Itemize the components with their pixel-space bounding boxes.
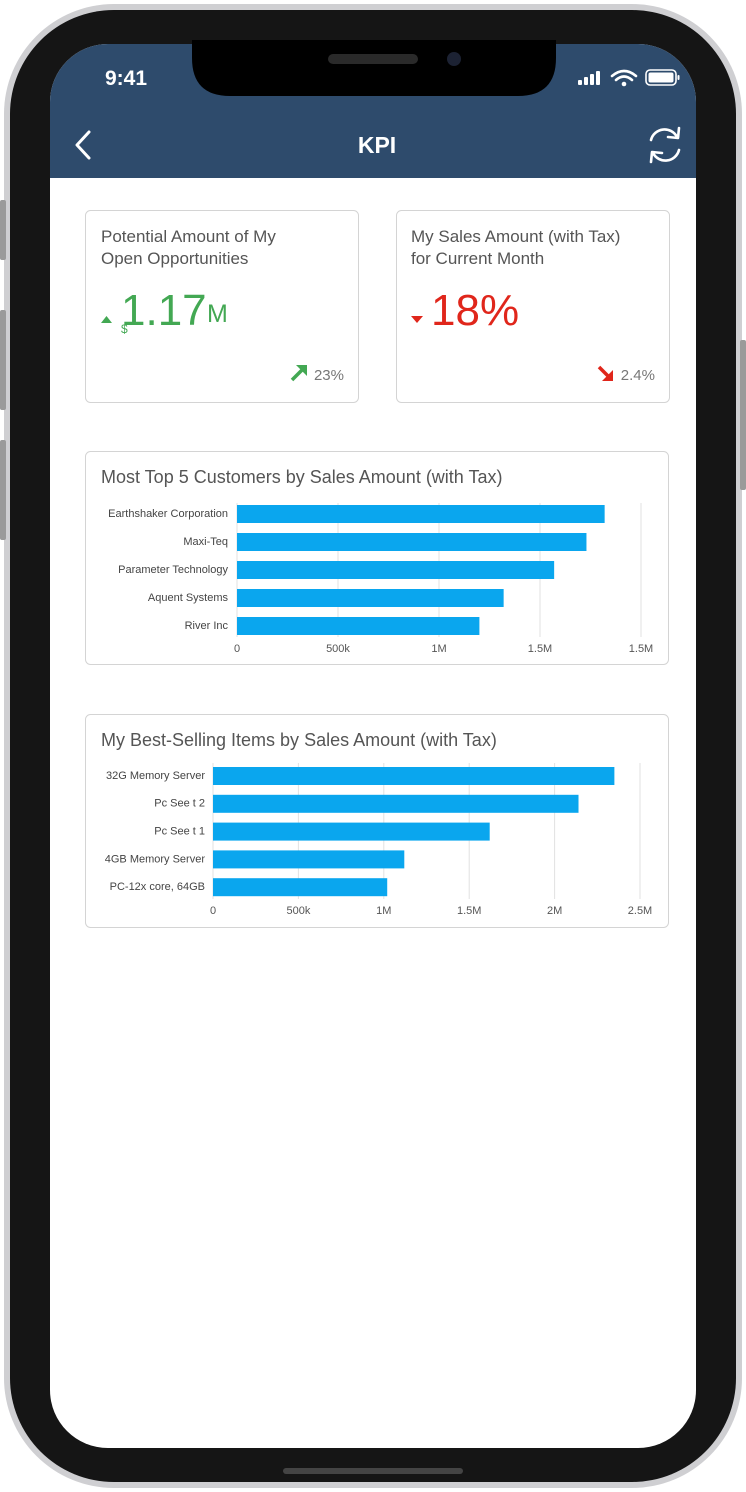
page-title: KPI [358,132,396,158]
x-tick-label: 1M [376,905,391,917]
wifi-dot [621,81,627,87]
bar [213,850,405,869]
side-button [0,200,6,260]
change-up-arrow [290,365,307,382]
charts: Most Top 5 Customers by Sales Amount (wi… [101,467,653,917]
chart-card [85,451,669,665]
kpi-value: 1.17 [121,286,207,335]
x-tick-label: 500k [286,905,310,917]
x-tick-label: 2M [547,905,562,917]
signal-icon [578,71,600,85]
bar [213,767,615,785]
bar [237,561,555,579]
category-label: 4GB Memory Server [105,853,206,865]
kpi-title: Open Opportunities [101,249,248,268]
kpi-change: 23% [314,367,344,384]
x-tick-label: 2.5M [628,905,652,917]
kpi-currency: $ [121,322,128,336]
category-label: Pc See t 1 [154,826,205,838]
kpi-card [396,210,670,403]
bar [237,533,587,551]
category-label: PC-12x core, 64GB [110,881,205,893]
bar [237,617,480,635]
trend-up-indicator [101,316,112,323]
back-button[interactable] [75,130,91,160]
camera [447,52,461,66]
category-label: Maxi-Teq [183,536,228,548]
change-down-arrow [597,365,613,381]
category-label: Pc See t 2 [154,798,205,810]
x-tick-label: 1.5M [629,643,653,655]
kpi-title: Potential Amount of My [101,227,276,246]
x-tick-label: 500k [326,643,350,655]
refresh-button[interactable] [649,126,681,164]
kpi-value: 18% [431,286,519,335]
battery-level [648,72,674,83]
category-label: 32G Memory Server [106,770,205,782]
side-button [0,440,6,540]
kpi-change: 2.4% [621,367,655,384]
side-button [740,340,746,490]
bar [213,822,490,841]
speaker [328,54,418,64]
bar [213,794,579,813]
bar [237,505,605,523]
battery-tip [677,75,680,80]
x-tick-label: 1.5M [457,905,481,917]
kpi-title: My Sales Amount (with Tax) [411,227,620,246]
category-label: Aquent Systems [148,592,229,604]
kpi-card [85,210,359,403]
bar [213,878,388,897]
wifi-icon [610,69,638,82]
kpi-title: for Current Month [411,249,544,268]
category-label: River Inc [185,620,229,632]
battery-icon [645,69,677,86]
chart-title: Most Top 5 Customers by Sales Amount (wi… [101,467,503,487]
x-tick-label: 0 [234,643,240,655]
trend-down-indicator [411,316,423,323]
kpi-unit: M [207,300,228,328]
status-time: 9:41 [105,67,147,90]
x-tick-label: 1.5M [528,643,552,655]
bar [237,589,504,607]
home-indicator [283,1468,463,1474]
chart-title: My Best-Selling Items by Sales Amount (w… [101,730,497,750]
category-label: Earthshaker Corporation [108,508,228,520]
side-button [0,310,6,410]
category-label: Parameter Technology [118,564,228,576]
x-tick-label: 1M [431,643,446,655]
x-tick-label: 0 [210,905,216,917]
notch [192,40,556,96]
